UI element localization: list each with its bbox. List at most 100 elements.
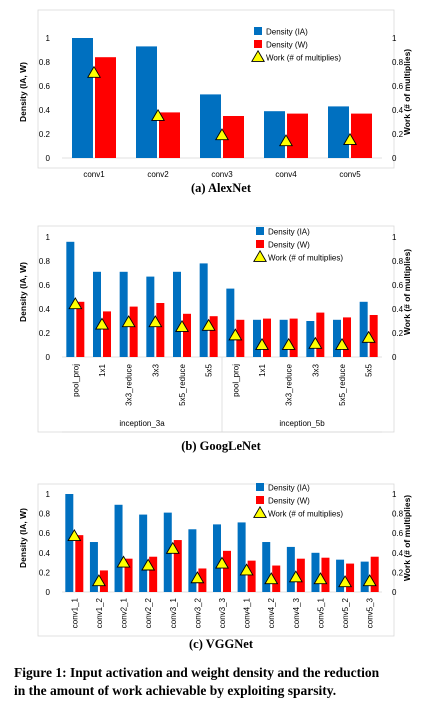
legend-swatch-ia xyxy=(256,483,264,491)
work-marker xyxy=(338,575,353,588)
bar-density-w xyxy=(75,535,84,592)
work-marker xyxy=(68,297,83,310)
y-tick-label: 0.8 xyxy=(39,257,51,266)
bar-density-ia xyxy=(306,321,315,357)
legend-label-work: Work (# of multiplies) xyxy=(268,254,343,263)
x-tick-label: conv3 xyxy=(211,170,233,179)
legend: Density (IA) Density (W) Work (# of multip… xyxy=(253,227,343,263)
bar-density-ia xyxy=(65,494,74,592)
figure-caption: Figure 1: Input activation and weight de… xyxy=(14,664,430,700)
x-tick-label: conv1_2 xyxy=(95,597,104,628)
x-tick-label: 5x5 xyxy=(365,363,374,376)
bar-density-w xyxy=(103,311,111,357)
y-tick-label: 0.2 xyxy=(39,130,51,139)
bar-density-ia xyxy=(360,561,369,592)
bar-density-ia xyxy=(213,524,221,592)
bar-density-ia xyxy=(359,301,368,357)
work-marker xyxy=(308,336,323,349)
bar-density-w xyxy=(369,315,378,357)
bar-density-ia xyxy=(333,319,341,357)
bar-density-w xyxy=(247,560,256,592)
bar-density-ia xyxy=(136,46,157,158)
x-tick-label: conv5_2 xyxy=(341,597,350,628)
work-marker xyxy=(239,563,254,576)
work-marker xyxy=(121,315,136,328)
y-tick-label: 1 xyxy=(46,233,51,242)
x-tick-label: 3x3_reduce xyxy=(125,363,134,405)
group-label: inception_5b xyxy=(279,419,325,428)
x-tick-label: conv4 xyxy=(275,170,297,179)
bar-density-w xyxy=(296,558,305,592)
work-marker xyxy=(361,330,376,343)
work-marker xyxy=(215,128,229,141)
x-tick-label: pool_proj xyxy=(231,364,240,397)
work-marker xyxy=(215,556,229,569)
bar-density-w xyxy=(289,318,298,357)
bar-density-ia xyxy=(89,542,98,592)
y-tick-label: 0.6 xyxy=(39,281,51,290)
legend-swatch-w xyxy=(254,40,262,48)
bar-density-ia xyxy=(93,271,101,357)
y2-tick-label: 0.4 xyxy=(392,106,404,115)
work-marker xyxy=(279,134,293,147)
panel-caption: (c) VGGNet xyxy=(189,637,254,651)
work-marker xyxy=(335,337,349,350)
x-tick-label: conv2_1 xyxy=(120,597,129,628)
y2-tick-label: 0.8 xyxy=(392,58,404,67)
bar-density-ia xyxy=(264,111,285,158)
y2-axis-title: Work (# of multiplies) xyxy=(402,49,412,135)
bar-density-w xyxy=(272,565,281,592)
work-marker xyxy=(343,132,357,145)
y2-tick-label: 0.8 xyxy=(392,257,404,266)
legend-label-w: Density (W) xyxy=(268,241,310,250)
bar-density-w xyxy=(209,316,218,357)
bar-density-ia xyxy=(146,276,155,357)
work-marker xyxy=(165,541,180,554)
legend-label-ia: Density (IA) xyxy=(268,484,310,493)
x-tick-label: 3x3 xyxy=(311,363,320,376)
work-marker xyxy=(175,319,189,332)
y-tick-label: 0 xyxy=(46,588,51,597)
bar-density-ia xyxy=(328,106,349,158)
legend-swatch-w xyxy=(256,240,264,248)
x-tick-label: conv3_3 xyxy=(218,597,227,628)
y-tick-label: 0 xyxy=(46,154,51,163)
panel-caption: (a) AlexNet xyxy=(191,181,252,195)
legend-swatch-ia xyxy=(256,227,264,235)
y-tick-label: 0.4 xyxy=(39,549,51,558)
x-tick-label: conv5_3 xyxy=(366,597,375,628)
y-axis-title: Density (IA, W) xyxy=(18,62,28,122)
bar-density-ia xyxy=(262,542,271,592)
legend-swatch-ia xyxy=(254,27,262,35)
y2-tick-label: 0.6 xyxy=(392,82,404,91)
legend-swatch-work xyxy=(251,49,265,62)
bar-density-ia xyxy=(72,38,93,158)
work-marker xyxy=(362,574,377,587)
y-tick-label: 0.4 xyxy=(39,305,51,314)
y2-tick-label: 0.6 xyxy=(392,529,404,538)
y-tick-label: 0.4 xyxy=(39,106,51,115)
x-tick-label: 5x5_reduce xyxy=(338,363,347,405)
y2-tick-label: 0 xyxy=(392,154,397,163)
y-axis-title: Density (IA, W) xyxy=(18,262,28,322)
y2-tick-label: 0.4 xyxy=(392,549,404,558)
bar-density-w xyxy=(173,540,182,592)
y2-axis-title: Work (# of multiplies) xyxy=(402,249,412,335)
y2-axis-title: Work (# of multiplies) xyxy=(402,495,412,581)
y-tick-label: 0.2 xyxy=(39,568,51,577)
x-tick-label: 3x3 xyxy=(151,363,160,376)
bar-density-ia xyxy=(66,241,75,357)
bar-density-ia xyxy=(336,559,345,592)
y-tick-label: 0.6 xyxy=(39,529,51,538)
y2-tick-label: 1 xyxy=(392,490,397,499)
work-marker xyxy=(141,558,156,571)
work-marker xyxy=(151,108,165,121)
y-tick-label: 0.8 xyxy=(39,510,51,519)
work-marker xyxy=(91,574,106,587)
bar-density-w xyxy=(321,557,330,592)
y2-tick-label: 0 xyxy=(392,588,397,597)
y-tick-label: 1 xyxy=(46,490,51,499)
y2-tick-label: 0.6 xyxy=(392,281,404,290)
y2-tick-label: 0.2 xyxy=(392,568,404,577)
y-tick-label: 0.6 xyxy=(39,82,51,91)
